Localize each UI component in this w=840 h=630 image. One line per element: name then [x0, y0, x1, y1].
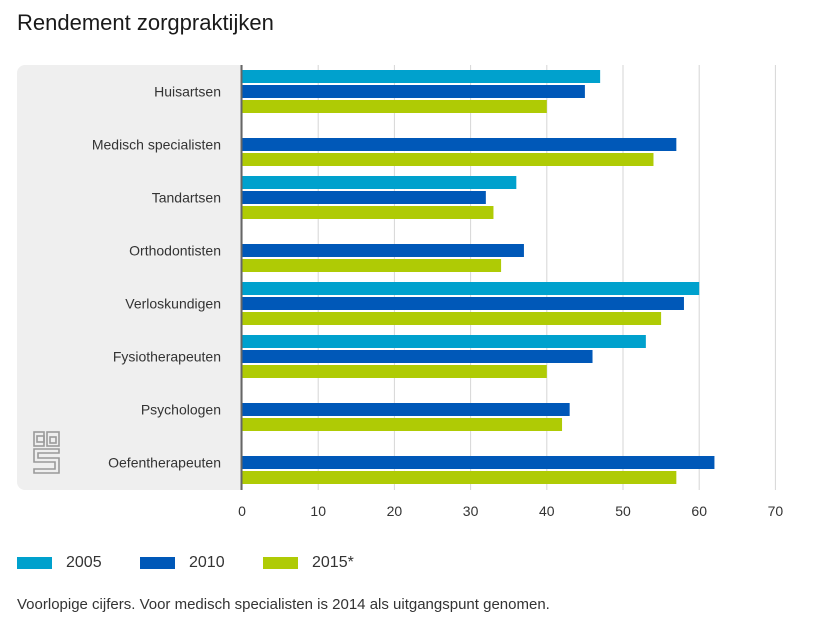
legend-item-2010: 2010	[140, 554, 225, 572]
bar-2005-verloskundigen	[242, 282, 700, 295]
x-tick-label: 10	[310, 503, 326, 519]
legend-swatch-2010	[140, 557, 175, 569]
bar-2010-huisartsen	[242, 85, 585, 98]
category-label: Huisartsen	[154, 84, 221, 100]
x-tick-label: 70	[768, 503, 784, 519]
category-label: Fysiotherapeuten	[113, 349, 221, 365]
category-label: Tandartsen	[152, 190, 221, 206]
x-tick-label: 50	[615, 503, 631, 519]
bar-2010-oefentherapeuten	[242, 456, 715, 469]
bar-2010-orthodontisten	[242, 244, 524, 257]
bar-2015-huisartsen	[242, 100, 547, 113]
bar-2005-fysiotherapeuten	[242, 335, 646, 348]
category-label: Psychologen	[141, 402, 221, 418]
category-label: Verloskundigen	[125, 296, 221, 312]
category-panel	[17, 65, 243, 490]
cbs-logo-icon	[33, 431, 61, 480]
chart-title: Rendement zorgpraktijken	[17, 10, 274, 35]
bar-2010-verloskundigen	[242, 297, 684, 310]
x-tick-label: 20	[387, 503, 403, 519]
bar-2015-medisch-specialisten	[242, 153, 654, 166]
bar-2005-tandartsen	[242, 176, 517, 189]
legend-label-2010: 2010	[189, 554, 225, 571]
category-label: Medisch specialisten	[92, 137, 221, 153]
bar-2010-fysiotherapeuten	[242, 350, 593, 363]
bar-2010-medisch-specialisten	[242, 138, 677, 151]
x-tick-label: 60	[691, 503, 707, 519]
bar-2015-tandartsen	[242, 206, 494, 219]
category-label: Oefentherapeuten	[108, 455, 221, 471]
x-tick-label: 30	[463, 503, 479, 519]
bar-2015-psychologen	[242, 418, 563, 431]
legend-label-2015: 2015*	[312, 554, 354, 571]
x-tick-label: 0	[238, 503, 246, 519]
bar-2015-oefentherapeuten	[242, 471, 677, 484]
bar-2015-fysiotherapeuten	[242, 365, 547, 378]
legend-item-2015: 2015*	[263, 554, 354, 572]
legend-item-2005: 2005	[17, 554, 102, 572]
bar-2005-huisartsen	[242, 70, 601, 83]
category-label: Orthodontisten	[129, 243, 221, 259]
legend-swatch-2015	[263, 557, 298, 569]
legend-swatch-2005	[17, 557, 52, 569]
bar-2015-verloskundigen	[242, 312, 662, 325]
legend-label-2005: 2005	[66, 554, 102, 571]
bar-2010-psychologen	[242, 403, 570, 416]
x-tick-label: 40	[539, 503, 555, 519]
footnote: Voorlopige cijfers. Voor medisch special…	[17, 596, 550, 613]
bar-2010-tandartsen	[242, 191, 486, 204]
bar-chart: Huisartsen Medisch specialisten Tandartsen…	[92, 65, 784, 519]
bar-2015-orthodontisten	[242, 259, 502, 272]
